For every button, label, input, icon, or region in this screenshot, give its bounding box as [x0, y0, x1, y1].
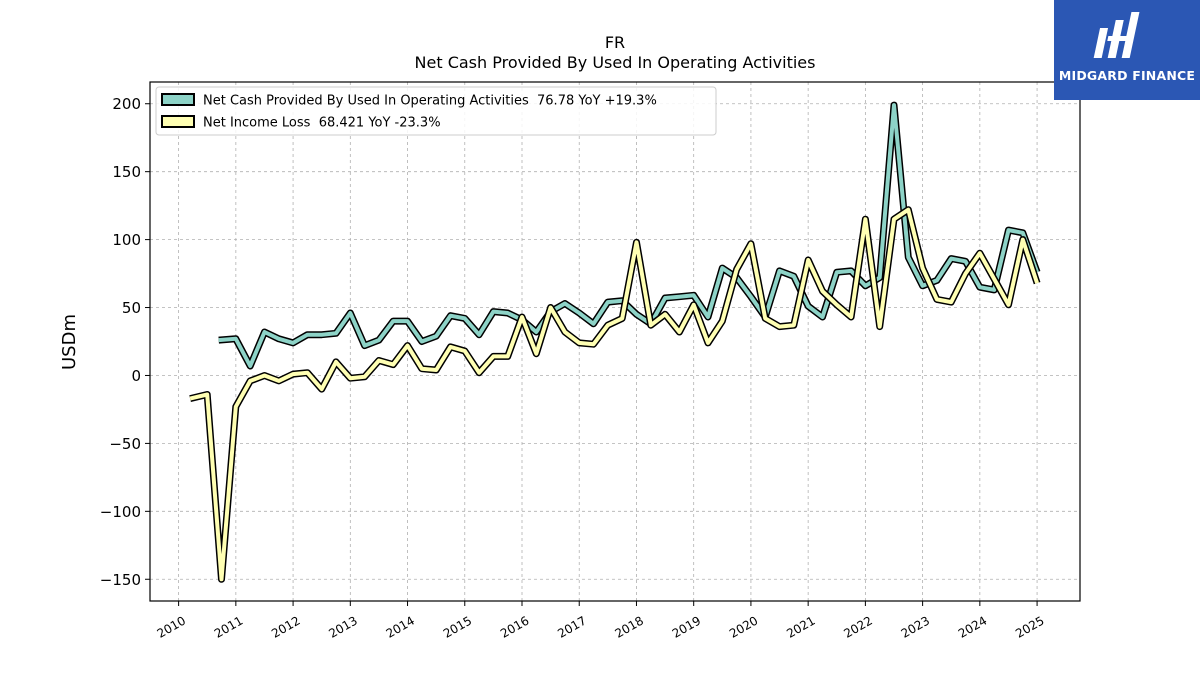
- x-tick-label: 2018: [613, 613, 646, 640]
- y-tick-label: 200: [112, 95, 141, 113]
- logo-text: MIDGARD FINANCE: [1058, 68, 1196, 83]
- midgard-logo-icon: [1093, 12, 1140, 58]
- y-axis-label: USDm: [59, 314, 80, 370]
- y-tick-label: −150: [100, 571, 141, 589]
- x-tick-label: 2022: [841, 613, 874, 640]
- x-tick-label: 2011: [212, 613, 245, 640]
- chart-title: FR: [605, 33, 625, 52]
- x-tick-label: 2024: [956, 613, 989, 640]
- y-tick-label: 150: [112, 163, 141, 181]
- x-tick-label: 2017: [555, 613, 588, 640]
- series-line-net-income: [189, 207, 1039, 582]
- series-line-operating-cash: [218, 103, 1039, 368]
- x-tick-label: 2016: [498, 613, 531, 640]
- y-tick-label: 100: [112, 231, 141, 249]
- chart-subtitle: Net Cash Provided By Used In Operating A…: [415, 53, 816, 72]
- legend-label-net-income: Net Income Loss 68.421 YoY -23.3%: [203, 116, 441, 131]
- legend-swatch-operating-cash: [161, 93, 195, 106]
- x-tick-label: 2015: [441, 613, 474, 640]
- y-tick-label: −50: [109, 435, 141, 453]
- legend-box: [155, 86, 717, 136]
- x-tick-label: 2020: [727, 613, 760, 640]
- y-tick-label: 0: [131, 367, 141, 385]
- legend: Net Cash Provided By Used In Operating A…: [155, 86, 717, 136]
- y-tick-label: −100: [100, 503, 141, 521]
- y-tick-label: 50: [122, 299, 141, 317]
- x-tick-label: 2014: [384, 613, 417, 640]
- legend-label-operating-cash: Net Cash Provided By Used In Operating A…: [203, 94, 657, 109]
- series-layer: [189, 101, 1041, 583]
- x-tick-label: 2025: [1013, 613, 1046, 640]
- legend-swatch-net-income: [161, 115, 195, 128]
- brand-logo: MIDGARD FINANCE: [1054, 0, 1200, 100]
- grid-layer: [150, 82, 1080, 601]
- x-tick-label: 2012: [269, 613, 302, 640]
- x-tick-label: 2010: [155, 613, 188, 640]
- tick-layer: −150 −100 −50 0 50 100 150 200 2010 2011 2012 2013 2…: [100, 95, 1047, 641]
- x-tick-label: 2021: [784, 613, 817, 640]
- x-tick-label: 2019: [670, 613, 703, 640]
- x-tick-label: 2013: [326, 613, 359, 640]
- plot-frame: [149, 81, 1081, 602]
- x-tick-label: 2023: [899, 613, 932, 640]
